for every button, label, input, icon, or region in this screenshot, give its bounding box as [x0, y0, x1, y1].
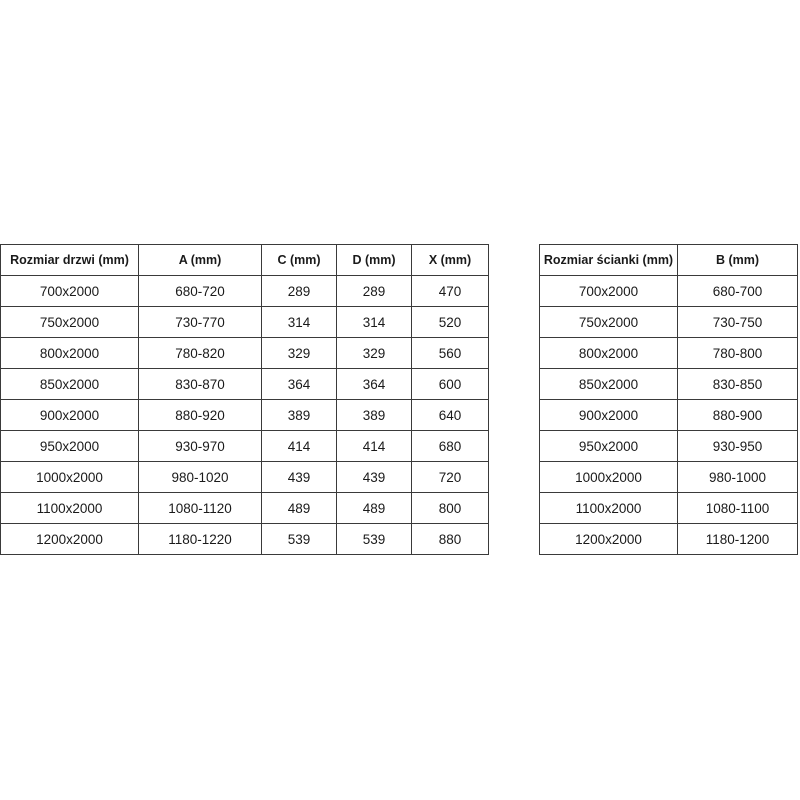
cell-x: 470	[411, 275, 489, 307]
table-row: 1100x2000 1080-1120 489 489 800	[0, 492, 489, 524]
table-row: 1000x2000 980-1020 439 439 720	[0, 461, 489, 493]
cell-a: 730-770	[138, 306, 262, 338]
cell-door-size: 700x2000	[0, 275, 139, 307]
cell-c: 364	[261, 368, 337, 400]
cell-b: 730-750	[677, 306, 798, 338]
table-row: 1000x2000 980-1000	[539, 461, 798, 493]
cell-c: 539	[261, 523, 337, 555]
cell-d: 439	[336, 461, 412, 493]
cell-a: 880-920	[138, 399, 262, 431]
cell-c: 389	[261, 399, 337, 431]
cell-door-size: 1200x2000	[0, 523, 139, 555]
table-row: 1100x2000 1080-1100	[539, 492, 798, 524]
cell-c: 489	[261, 492, 337, 524]
cell-wall-size: 950x2000	[539, 430, 678, 462]
cell-a: 980-1020	[138, 461, 262, 493]
cell-door-size: 800x2000	[0, 337, 139, 369]
table-row: 1200x2000 1180-1200	[539, 523, 798, 555]
cell-c: 414	[261, 430, 337, 462]
table-row: 700x2000 680-700	[539, 275, 798, 307]
cell-wall-size: 700x2000	[539, 275, 678, 307]
cell-a: 780-820	[138, 337, 262, 369]
cell-a: 830-870	[138, 368, 262, 400]
table-row: 850x2000 830-870 364 364 600	[0, 368, 489, 400]
cell-b: 930-950	[677, 430, 798, 462]
cell-d: 329	[336, 337, 412, 369]
cell-wall-size: 900x2000	[539, 399, 678, 431]
header-c: C (mm)	[261, 244, 337, 276]
table-row: 950x2000 930-970 414 414 680	[0, 430, 489, 462]
cell-wall-size: 1000x2000	[539, 461, 678, 493]
header-door-size: Rozmiar drzwi (mm)	[0, 244, 139, 276]
cell-d: 364	[336, 368, 412, 400]
cell-c: 289	[261, 275, 337, 307]
cell-x: 880	[411, 523, 489, 555]
cell-door-size: 1000x2000	[0, 461, 139, 493]
cell-wall-size: 1200x2000	[539, 523, 678, 555]
door-size-table: Rozmiar drzwi (mm) A (mm) C (mm) D (mm) …	[0, 244, 489, 555]
cell-wall-size: 800x2000	[539, 337, 678, 369]
cell-c: 439	[261, 461, 337, 493]
table-row: 850x2000 830-850	[539, 368, 798, 400]
cell-a: 680-720	[138, 275, 262, 307]
cell-b: 1180-1200	[677, 523, 798, 555]
table-row: 800x2000 780-800	[539, 337, 798, 369]
cell-b: 780-800	[677, 337, 798, 369]
table-row: 950x2000 930-950	[539, 430, 798, 462]
cell-x: 600	[411, 368, 489, 400]
cell-b: 680-700	[677, 275, 798, 307]
cell-door-size: 900x2000	[0, 399, 139, 431]
cell-x: 560	[411, 337, 489, 369]
cell-d: 414	[336, 430, 412, 462]
header-a: A (mm)	[138, 244, 262, 276]
wall-size-table: Rozmiar ścianki (mm) B (mm) 700x2000 680-…	[539, 244, 798, 555]
cell-x: 640	[411, 399, 489, 431]
cell-b: 880-900	[677, 399, 798, 431]
cell-d: 489	[336, 492, 412, 524]
header-row: Rozmiar ścianki (mm) B (mm)	[539, 244, 798, 276]
cell-a: 1080-1120	[138, 492, 262, 524]
table-row: 750x2000 730-750	[539, 306, 798, 338]
cell-wall-size: 850x2000	[539, 368, 678, 400]
cell-x: 800	[411, 492, 489, 524]
header-x: X (mm)	[411, 244, 489, 276]
cell-b: 830-850	[677, 368, 798, 400]
cell-x: 680	[411, 430, 489, 462]
table-row: 900x2000 880-920 389 389 640	[0, 399, 489, 431]
header-b: B (mm)	[677, 244, 798, 276]
cell-c: 329	[261, 337, 337, 369]
cell-a: 1180-1220	[138, 523, 262, 555]
cell-a: 930-970	[138, 430, 262, 462]
cell-x: 720	[411, 461, 489, 493]
cell-door-size: 1100x2000	[0, 492, 139, 524]
cell-d: 539	[336, 523, 412, 555]
cell-door-size: 950x2000	[0, 430, 139, 462]
cell-d: 314	[336, 306, 412, 338]
cell-wall-size: 750x2000	[539, 306, 678, 338]
cell-b: 1080-1100	[677, 492, 798, 524]
header-row: Rozmiar drzwi (mm) A (mm) C (mm) D (mm) …	[0, 244, 489, 276]
cell-door-size: 750x2000	[0, 306, 139, 338]
header-wall-size: Rozmiar ścianki (mm)	[539, 244, 678, 276]
cell-d: 389	[336, 399, 412, 431]
table-row: 800x2000 780-820 329 329 560	[0, 337, 489, 369]
cell-b: 980-1000	[677, 461, 798, 493]
cell-x: 520	[411, 306, 489, 338]
table-row: 1200x2000 1180-1220 539 539 880	[0, 523, 489, 555]
cell-door-size: 850x2000	[0, 368, 139, 400]
cell-c: 314	[261, 306, 337, 338]
table-row: 750x2000 730-770 314 314 520	[0, 306, 489, 338]
cell-wall-size: 1100x2000	[539, 492, 678, 524]
table-row: 900x2000 880-900	[539, 399, 798, 431]
cell-d: 289	[336, 275, 412, 307]
table-row: 700x2000 680-720 289 289 470	[0, 275, 489, 307]
header-d: D (mm)	[336, 244, 412, 276]
